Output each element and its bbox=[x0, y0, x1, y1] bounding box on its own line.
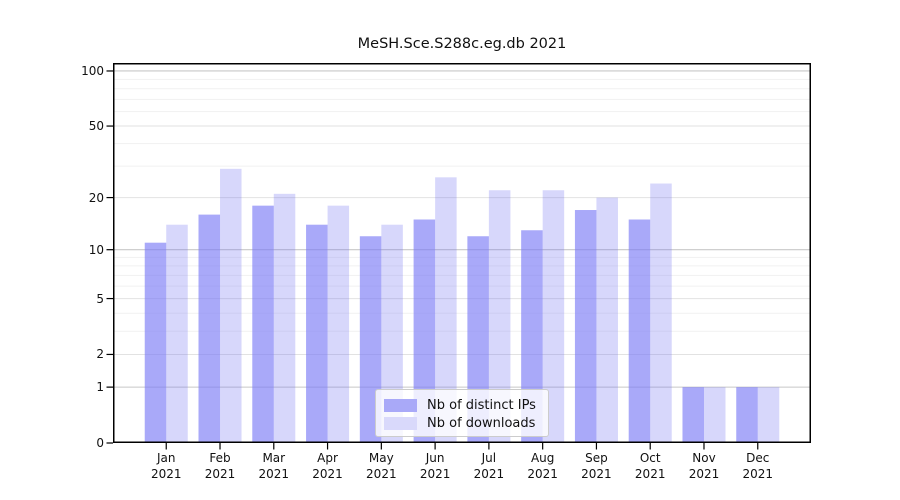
x-tick-label-sep: Sep 2021 bbox=[581, 451, 612, 481]
y-tick-label-0: 0 bbox=[96, 436, 104, 450]
chart-canvas bbox=[106, 63, 811, 450]
x-tick-label-jan: Jan 2021 bbox=[150, 451, 182, 481]
bar-nov-distinct-ips bbox=[682, 387, 704, 443]
bar-feb-downloads bbox=[220, 168, 242, 443]
legend-label-downloads: Nb of downloads bbox=[427, 415, 536, 431]
legend: Nb of distinct IPs Nb of downloads bbox=[375, 389, 549, 437]
bar-jan-distinct-ips bbox=[144, 242, 167, 443]
y-tick-label-10: 10 bbox=[88, 242, 104, 257]
x-tick-label-jun: Jun 2021 bbox=[419, 451, 451, 481]
bar-apr-downloads bbox=[327, 205, 350, 443]
x-tick-label-mar: Mar 2021 bbox=[258, 451, 290, 481]
x-tick-label-feb: Feb 2021 bbox=[204, 451, 236, 481]
x-tick-label-nov: Nov 2021 bbox=[688, 451, 720, 481]
bar-sep-distinct-ips bbox=[574, 210, 597, 443]
bar-mar-distinct-ips bbox=[252, 205, 274, 443]
y-tick-label-20: 20 bbox=[88, 190, 104, 205]
bar-sep-downloads bbox=[596, 197, 618, 443]
bar-dec-downloads bbox=[757, 387, 780, 443]
x-tick-label-aug: Aug 2021 bbox=[527, 451, 558, 481]
y-tick-label-50: 50 bbox=[88, 119, 104, 134]
legend-swatch-distinct-ips bbox=[384, 398, 417, 412]
bar-oct-distinct-ips bbox=[628, 219, 651, 443]
bar-oct-downloads bbox=[650, 183, 672, 443]
legend-item-distinct-ips: Nb of distinct IPs bbox=[384, 396, 540, 414]
bar-jan-downloads bbox=[166, 224, 188, 443]
bar-feb-distinct-ips bbox=[198, 214, 221, 443]
bar-nov-downloads bbox=[703, 387, 726, 443]
y-tick-label-1: 1 bbox=[96, 380, 104, 395]
legend-label-distinct-ips: Nb of distinct IPs bbox=[427, 397, 536, 413]
legend-swatch-downloads bbox=[384, 416, 417, 430]
x-tick-label-jul: Jul 2021 bbox=[473, 451, 505, 481]
x-tick-label-oct: Oct 2021 bbox=[634, 451, 666, 481]
y-tick-label-2: 2 bbox=[96, 347, 104, 362]
bar-aug-downloads bbox=[542, 190, 565, 443]
bar-jun-distinct-ips bbox=[413, 219, 436, 443]
bar-may-downloads bbox=[381, 224, 403, 443]
y-tick-label-5: 5 bbox=[96, 291, 104, 306]
chart-title: MeSH.Sce.S288c.eg.db 2021 bbox=[357, 36, 567, 52]
x-tick-label-apr: Apr 2021 bbox=[312, 451, 343, 481]
x-tick-label-may: May 2021 bbox=[366, 451, 397, 481]
y-tick-label-100: 100 bbox=[81, 63, 104, 78]
bar-apr-distinct-ips bbox=[306, 224, 328, 443]
x-tick-label-dec: Dec 2021 bbox=[742, 451, 774, 481]
bar-mar-downloads bbox=[273, 193, 296, 443]
plot-border bbox=[113, 63, 811, 443]
bar-jun-downloads bbox=[435, 177, 457, 443]
bar-jul-downloads bbox=[488, 190, 511, 443]
legend-item-downloads: Nb of downloads bbox=[384, 414, 540, 432]
bar-dec-distinct-ips bbox=[736, 387, 758, 443]
plot-area bbox=[106, 63, 811, 450]
